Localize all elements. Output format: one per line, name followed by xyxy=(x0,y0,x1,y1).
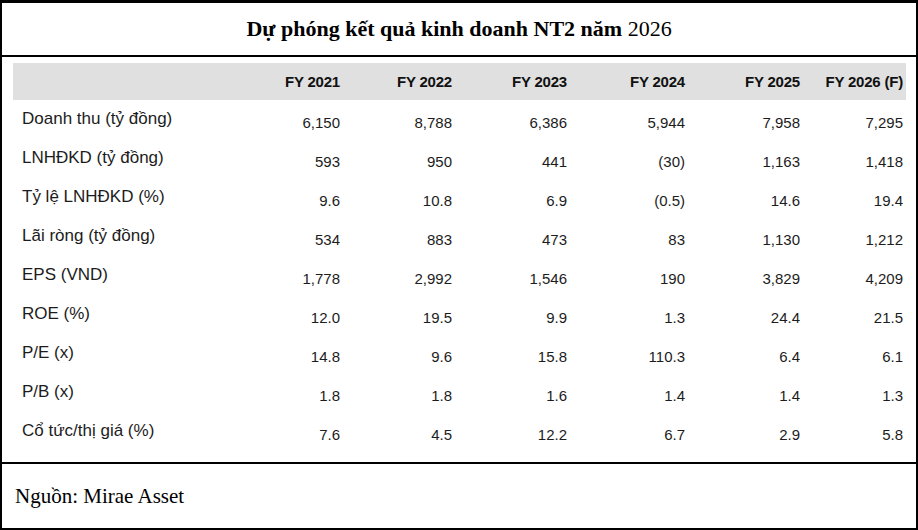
cell-value: 9.6 xyxy=(263,178,344,217)
table-area: FY 2021FY 2022FY 2023FY 2024FY 2025FY 20… xyxy=(2,57,916,462)
cell-value: 12.2 xyxy=(456,412,571,451)
row-label: EPS (VND) xyxy=(13,256,263,295)
cell-value: 190 xyxy=(571,256,689,295)
cell-value: 14.6 xyxy=(689,178,804,217)
cell-value: 10.8 xyxy=(344,178,456,217)
cell-value: 1.3 xyxy=(804,373,906,412)
table-row: LNHĐKD (tỷ đồng)593950441(30)1,1631,418 xyxy=(13,139,906,178)
cell-value: 593 xyxy=(263,139,344,178)
cell-value: 12.0 xyxy=(263,295,344,334)
cell-value: 6.9 xyxy=(456,178,571,217)
column-header: FY 2021 xyxy=(263,63,344,100)
cell-value: 1.4 xyxy=(571,373,689,412)
cell-value: 8,788 xyxy=(344,100,456,139)
cell-value: 19.4 xyxy=(804,178,906,217)
cell-value: 2,992 xyxy=(344,256,456,295)
cell-value: 83 xyxy=(571,217,689,256)
table-row: EPS (VND)1,7782,9921,5461903,8294,209 xyxy=(13,256,906,295)
cell-value: 7.6 xyxy=(263,412,344,451)
figure-title: Dự phóng kết quả kinh doanh NT2 năm 2026 xyxy=(2,3,916,57)
cell-value: 9.6 xyxy=(344,334,456,373)
cell-value: 1.3 xyxy=(571,295,689,334)
cell-value: 473 xyxy=(456,217,571,256)
row-label: LNHĐKD (tỷ đồng) xyxy=(13,139,263,178)
cell-value: 1,778 xyxy=(263,256,344,295)
table-row: Lãi ròng (tỷ đồng)534883473831,1301,212 xyxy=(13,217,906,256)
cell-value: 14.8 xyxy=(263,334,344,373)
cell-value: 110.3 xyxy=(571,334,689,373)
cell-value: 15.8 xyxy=(456,334,571,373)
cell-value: 534 xyxy=(263,217,344,256)
row-label: Cổ tức/thị giá (%) xyxy=(13,412,263,451)
row-label: ROE (%) xyxy=(13,295,263,334)
cell-value: 950 xyxy=(344,139,456,178)
cell-value: 1,163 xyxy=(689,139,804,178)
cell-value: 6,386 xyxy=(456,100,571,139)
figure-title-year: 2026 xyxy=(628,16,672,42)
cell-value: 6,150 xyxy=(263,100,344,139)
row-label: P/B (x) xyxy=(13,373,263,412)
cell-value: 7,958 xyxy=(689,100,804,139)
cell-value: 4.5 xyxy=(344,412,456,451)
table-header-row: FY 2021FY 2022FY 2023FY 2024FY 2025FY 20… xyxy=(13,63,906,100)
cell-value: 1.8 xyxy=(344,373,456,412)
cell-value: 9.9 xyxy=(456,295,571,334)
cell-value: 5.8 xyxy=(804,412,906,451)
table-row: P/E (x)14.89.615.8110.36.46.1 xyxy=(13,334,906,373)
cell-value: 1,212 xyxy=(804,217,906,256)
cell-value: 1,418 xyxy=(804,139,906,178)
cell-value: 1.6 xyxy=(456,373,571,412)
cell-value: 2.9 xyxy=(689,412,804,451)
column-header: FY 2025 xyxy=(689,63,804,100)
source-note: Nguồn: Mirae Asset xyxy=(2,462,916,528)
cell-value: 441 xyxy=(456,139,571,178)
header-empty-cell xyxy=(13,63,263,100)
financial-forecast-table: FY 2021FY 2022FY 2023FY 2024FY 2025FY 20… xyxy=(13,63,906,451)
cell-value: 24.4 xyxy=(689,295,804,334)
cell-value: 1,546 xyxy=(456,256,571,295)
column-header: FY 2024 xyxy=(571,63,689,100)
source-text: Nguồn: Mirae Asset xyxy=(15,484,184,509)
cell-value: 3,829 xyxy=(689,256,804,295)
cell-value: 1.4 xyxy=(689,373,804,412)
report-table-figure: Dự phóng kết quả kinh doanh NT2 năm 2026… xyxy=(0,0,918,530)
cell-value: 5,944 xyxy=(571,100,689,139)
cell-value: 1,130 xyxy=(689,217,804,256)
cell-value: 6.1 xyxy=(804,334,906,373)
cell-value: 883 xyxy=(344,217,456,256)
cell-value: 21.5 xyxy=(804,295,906,334)
column-header: FY 2026 (F) xyxy=(804,63,906,100)
column-header: FY 2023 xyxy=(456,63,571,100)
row-label: Lãi ròng (tỷ đồng) xyxy=(13,217,263,256)
row-label: Tỷ lệ LNHĐKD (%) xyxy=(13,178,263,217)
table-row: ROE (%)12.019.59.91.324.421.5 xyxy=(13,295,906,334)
table-row: Doanh thu (tỷ đồng)6,1508,7886,3865,9447… xyxy=(13,100,906,139)
cell-value: 6.7 xyxy=(571,412,689,451)
cell-value: 19.5 xyxy=(344,295,456,334)
cell-value: 6.4 xyxy=(689,334,804,373)
cell-value: 4,209 xyxy=(804,256,906,295)
cell-value: 7,295 xyxy=(804,100,906,139)
table-row: Cổ tức/thị giá (%)7.64.512.26.72.95.8 xyxy=(13,412,906,451)
table-row: P/B (x)1.81.81.61.41.41.3 xyxy=(13,373,906,412)
figure-title-text: Dự phóng kết quả kinh doanh NT2 năm xyxy=(246,16,627,42)
cell-value: 1.8 xyxy=(263,373,344,412)
row-label: P/E (x) xyxy=(13,334,263,373)
row-label: Doanh thu (tỷ đồng) xyxy=(13,100,263,139)
cell-value: (0.5) xyxy=(571,178,689,217)
column-header: FY 2022 xyxy=(344,63,456,100)
table-row: Tỷ lệ LNHĐKD (%)9.610.86.9(0.5)14.619.4 xyxy=(13,178,906,217)
cell-value: (30) xyxy=(571,139,689,178)
